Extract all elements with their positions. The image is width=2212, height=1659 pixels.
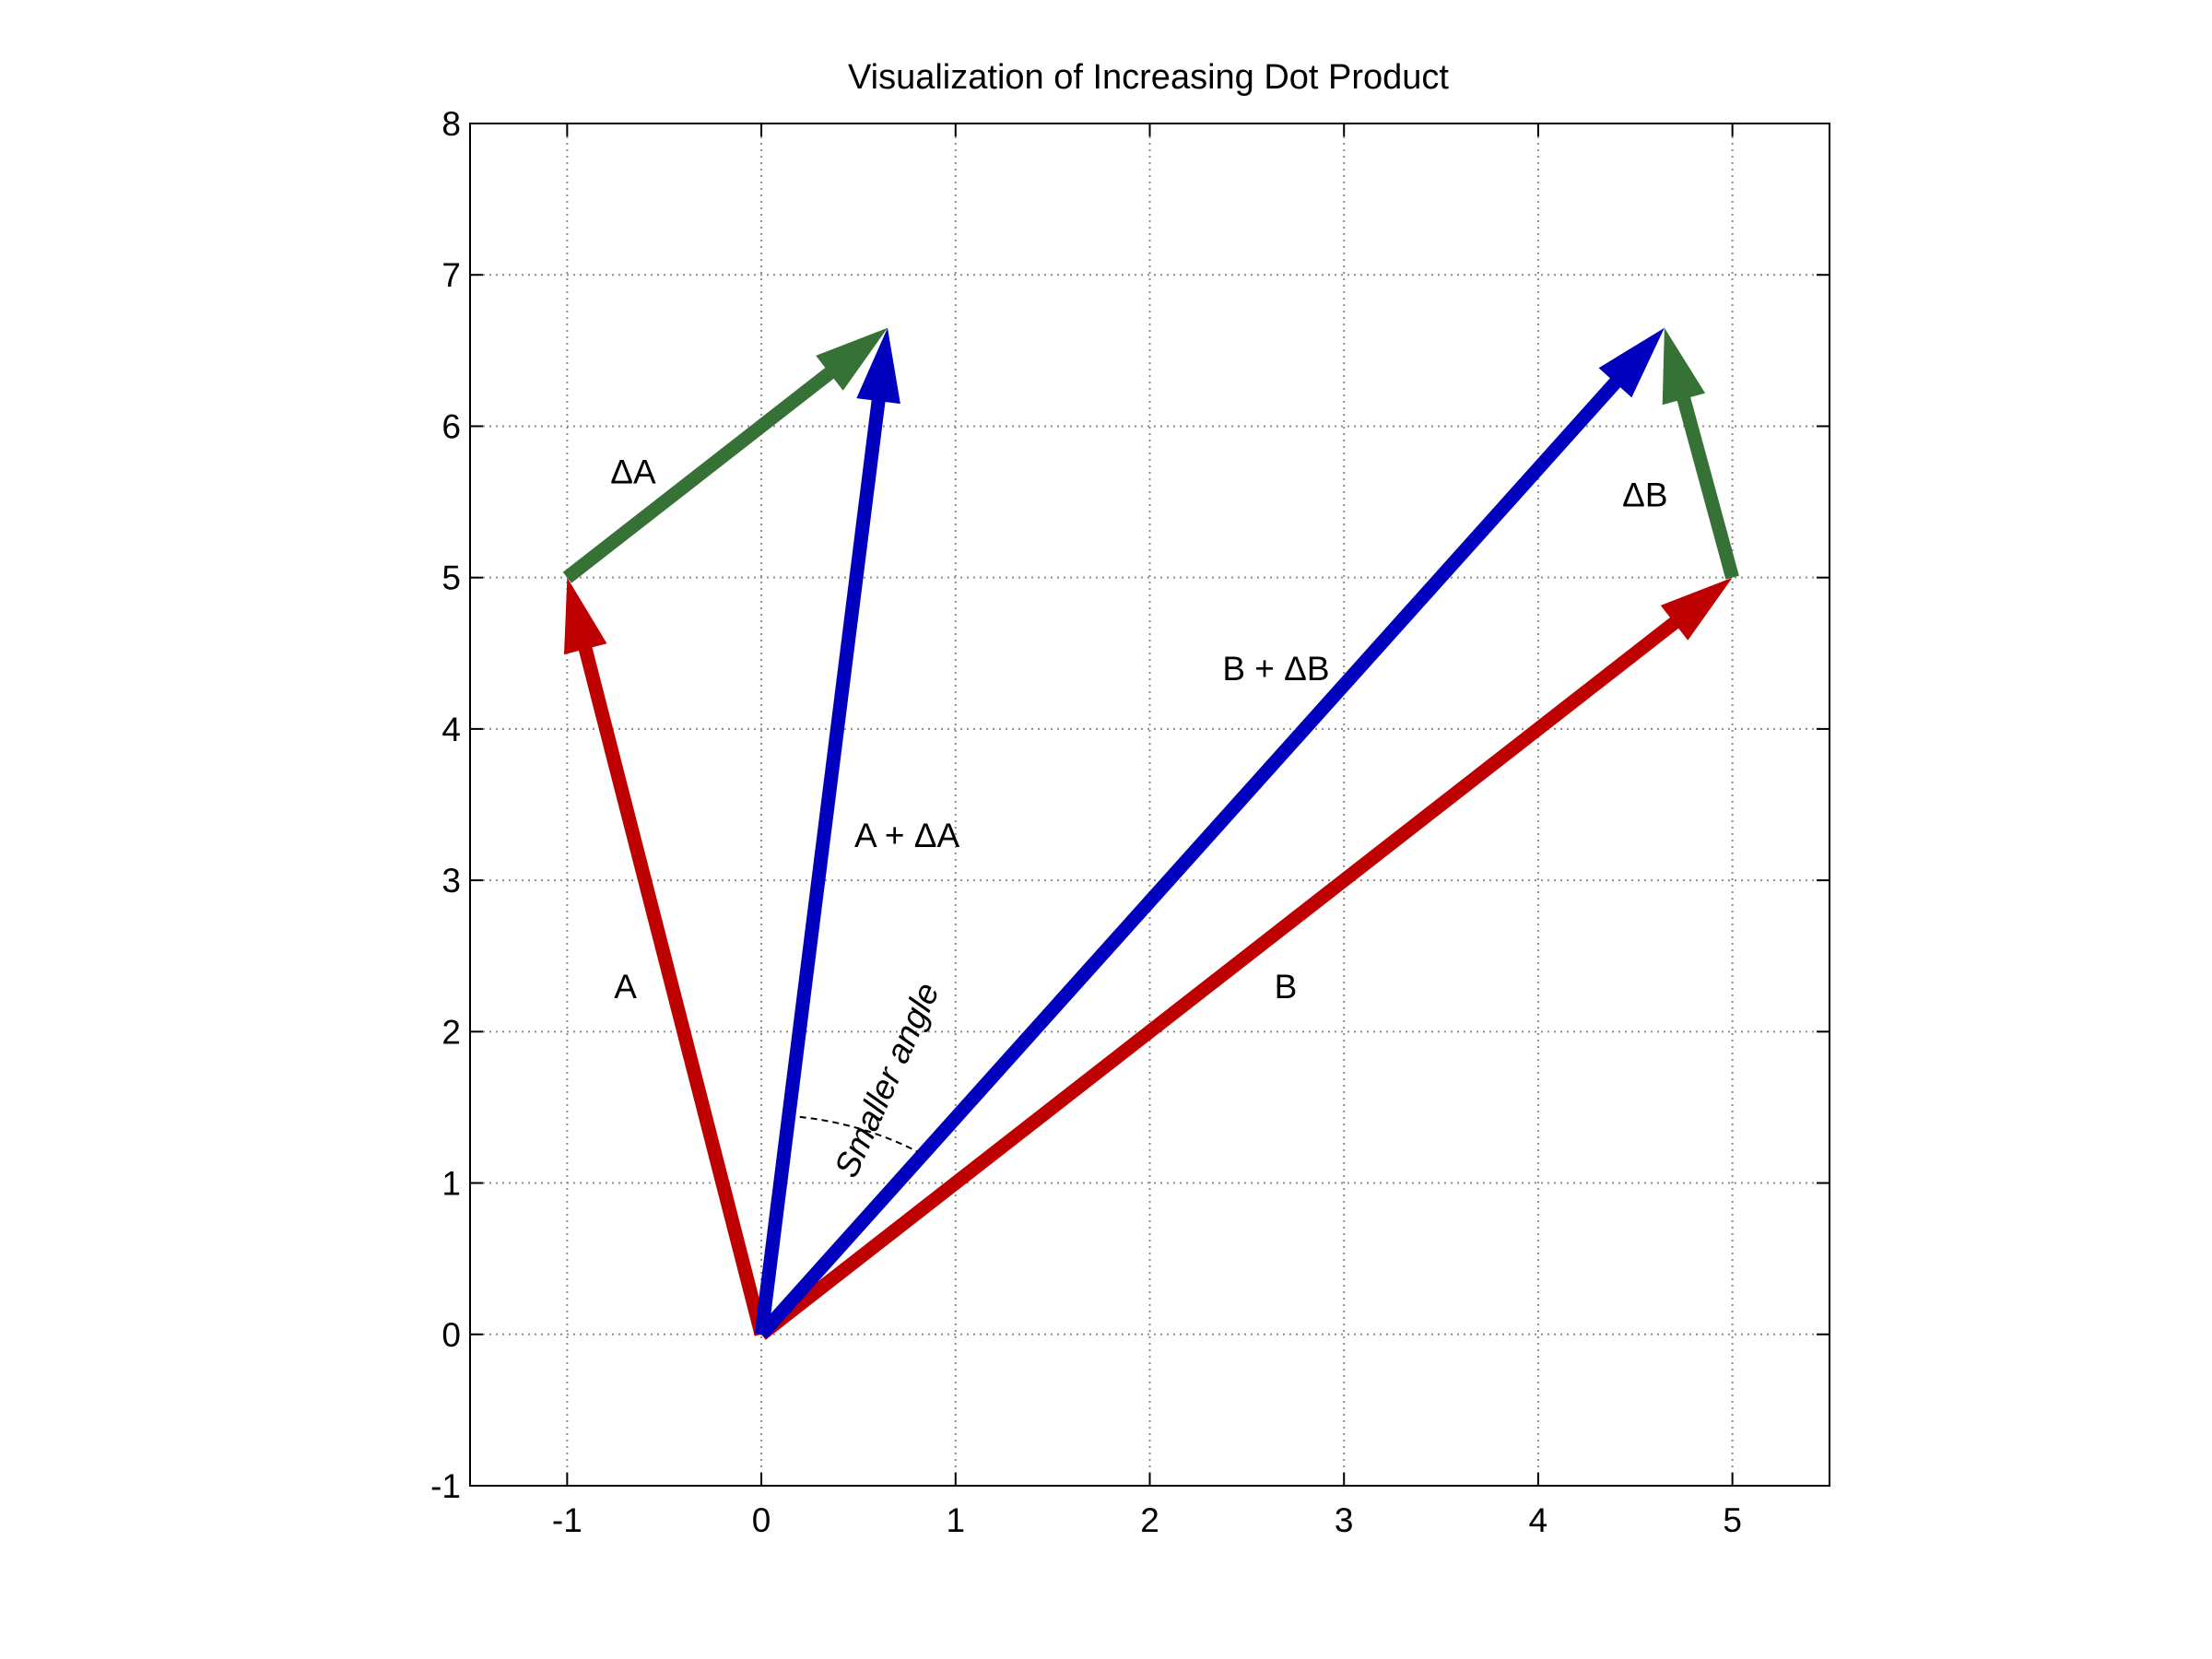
x-tick-label-1: 1 — [946, 1501, 965, 1539]
vector-a-arrowhead — [564, 577, 607, 655]
y-tick-label-3: 3 — [441, 862, 461, 900]
vector-b-shaft — [757, 615, 1682, 1340]
y-tick-label--1: -1 — [430, 1467, 461, 1505]
y-tick-label-1: 1 — [441, 1165, 461, 1203]
y-tick-label-5: 5 — [441, 559, 461, 597]
tick-labels: -1 0 1 2 3 4 5 -1 0 1 2 3 4 5 6 7 8 — [430, 105, 1742, 1539]
vector-label-b-plus-delta-b: B + ΔB — [1222, 650, 1329, 688]
x-tick-label-5: 5 — [1723, 1501, 1742, 1539]
x-tick-label-3: 3 — [1335, 1501, 1354, 1539]
y-tick-label-4: 4 — [441, 711, 461, 748]
vector-b-plus-delta-b-arrowhead — [1598, 327, 1665, 398]
x-tick-label-4: 4 — [1529, 1501, 1548, 1539]
vector-delta-a-shaft — [562, 365, 837, 583]
y-tick-label-8: 8 — [441, 105, 461, 143]
vector-b-arrowhead — [1660, 577, 1733, 641]
vector-label-b: B — [1275, 968, 1298, 1006]
vector-delta-b-shaft — [1676, 394, 1739, 580]
angle-arc — [788, 1114, 924, 1156]
vector-label-delta-a: ΔA — [610, 453, 656, 491]
y-tick-label-7: 7 — [441, 256, 461, 294]
angle-arc-group — [788, 1114, 924, 1156]
y-tick-label-6: 6 — [441, 407, 461, 445]
vectors — [562, 327, 1739, 1340]
chart-title: Visualization of Increasing Dot Product — [848, 58, 1449, 97]
vector-a-plus-delta-a-arrowhead — [856, 327, 900, 405]
x-tick-label-0: 0 — [752, 1501, 771, 1539]
vector-label-delta-b: ΔB — [1622, 476, 1667, 513]
vector-a-plus-delta-a-shaft — [754, 396, 887, 1335]
vector-label-a: A — [614, 968, 637, 1006]
tick-marks — [470, 123, 1830, 1487]
vector-a-shaft — [577, 643, 769, 1336]
vector-b-plus-delta-b-shaft — [756, 375, 1623, 1339]
x-tick-label--1: -1 — [552, 1501, 582, 1539]
y-tick-label-0: 0 — [441, 1316, 461, 1354]
y-tick-label-2: 2 — [441, 1013, 461, 1051]
vector-label-a-plus-delta-a: A + ΔA — [854, 817, 960, 854]
x-tick-label-2: 2 — [1140, 1501, 1159, 1539]
vector-delta-b-arrowhead — [1662, 327, 1706, 406]
vector-delta-a-arrowhead — [816, 327, 888, 391]
